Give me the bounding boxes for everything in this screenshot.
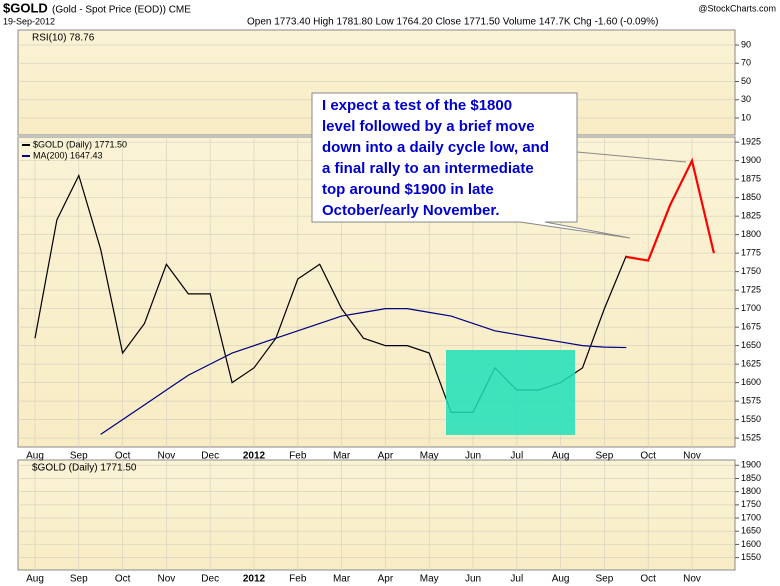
y-tick-label: 1700: [741, 512, 761, 522]
annotation-line: level followed by a brief move: [322, 118, 535, 135]
y-tick-label: 1600: [741, 377, 761, 387]
panel-title: $GOLD (Daily) 1771.50: [32, 463, 137, 474]
annotation-line: October/early November.: [322, 202, 500, 219]
watermark: @StockCharts.com: [698, 3, 776, 13]
y-tick-label: 1750: [741, 266, 761, 276]
y-tick-label: 1650: [741, 340, 761, 350]
x-tick-label: Aug: [552, 574, 570, 585]
x-tick-label: Dec: [201, 574, 219, 585]
y-tick-label: 1850: [741, 192, 761, 202]
x-tick-label: May: [420, 574, 439, 585]
y-tick-label: 1575: [741, 396, 761, 406]
y-tick-label: 1925: [741, 137, 761, 147]
y-tick-label: 1900: [741, 460, 761, 470]
lower-panel: [17, 459, 736, 571]
y-tick-label: 1675: [741, 322, 761, 332]
y-tick-label: 70: [741, 58, 751, 68]
y-tick-label: 1750: [741, 499, 761, 509]
series-line: [626, 157, 715, 262]
description: (Gold - Spot Price (EOD)) CME: [52, 5, 191, 16]
x-tick-label: Aug: [26, 451, 44, 462]
y-tick-label: 1525: [741, 432, 761, 442]
x-tick-label: Aug: [26, 574, 44, 585]
x-tick-label: Sep: [70, 574, 88, 585]
x-tick-label: Nov: [683, 451, 701, 462]
x-tick-label: Apr: [378, 574, 394, 585]
x-tick-label: Oct: [115, 451, 131, 462]
annotation-line: I expect a test of the $1800: [322, 97, 512, 114]
y-tick-label: 1550: [741, 414, 761, 424]
annotation-line: a final rally to an intermediate: [322, 160, 534, 177]
y-tick-label: 1650: [741, 526, 761, 536]
x-tick-label: Aug: [552, 451, 570, 462]
y-tick-label: 1800: [741, 229, 761, 239]
callout: [311, 92, 631, 239]
x-tick-label: Oct: [115, 574, 131, 585]
x-tick-label: Nov: [158, 451, 176, 462]
legend-label: MA(200) 1647.43: [33, 150, 103, 160]
x-tick-label: Jul: [510, 451, 523, 462]
stats: Open 1773.40 High 1781.80 Low 1764.20 Cl…: [247, 17, 658, 28]
y-tick-label: 1600: [741, 539, 761, 549]
y-tick-label: 50: [741, 76, 751, 86]
x-tick-label: Sep: [596, 451, 614, 462]
y-tick-label: 1700: [741, 303, 761, 313]
y-tick-label: 1625: [741, 359, 761, 369]
x-tick-label: Nov: [683, 574, 701, 585]
x-tick-label: Nov: [158, 574, 176, 585]
series-line: [100, 308, 627, 435]
panel-title: RSI(10) 78.76: [32, 33, 95, 44]
x-tick-label: Jun: [465, 574, 481, 585]
callout-pointer: [576, 151, 687, 163]
y-tick-label: 1725: [741, 285, 761, 295]
y-tick-label: 10: [741, 112, 751, 122]
x-tick-label: Mar: [333, 574, 351, 585]
x-tick-label: Dec: [201, 451, 219, 462]
x-tick-label: Jun: [465, 451, 481, 462]
annotation-line: down into a daily cycle low, and: [322, 139, 549, 156]
x-tick-label: Mar: [333, 451, 351, 462]
y-tick-label: 1800: [741, 486, 761, 496]
highlight-box: [446, 350, 575, 435]
date: 19-Sep-2012: [3, 16, 55, 26]
y-tick-label: 1875: [741, 174, 761, 184]
y-tick-label: 1850: [741, 473, 761, 483]
x-tick-label: Sep: [596, 574, 614, 585]
legend-label: $GOLD (Daily) 1771.50: [33, 139, 127, 149]
y-tick-label: 90: [741, 39, 751, 49]
x-tick-label: 2012: [243, 451, 266, 462]
symbol: $GOLD: [3, 0, 48, 15]
x-tick-label: May: [420, 451, 439, 462]
y-tick-label: 30: [741, 94, 751, 104]
x-tick-label: Sep: [70, 451, 88, 462]
annotation-line: top around $1900 in late: [322, 181, 494, 198]
x-tick-label: Apr: [378, 451, 394, 462]
y-tick-label: 1550: [741, 552, 761, 562]
x-tick-label: Oct: [640, 574, 656, 585]
x-tick-label: Oct: [640, 451, 656, 462]
y-tick-label: 1775: [741, 248, 761, 258]
x-tick-label: Feb: [289, 574, 307, 585]
x-tick-label: 2012: [243, 574, 266, 585]
x-tick-label: Jul: [510, 574, 523, 585]
x-tick-label: Feb: [289, 451, 307, 462]
y-tick-label: 1900: [741, 155, 761, 165]
y-tick-label: 1825: [741, 211, 761, 221]
